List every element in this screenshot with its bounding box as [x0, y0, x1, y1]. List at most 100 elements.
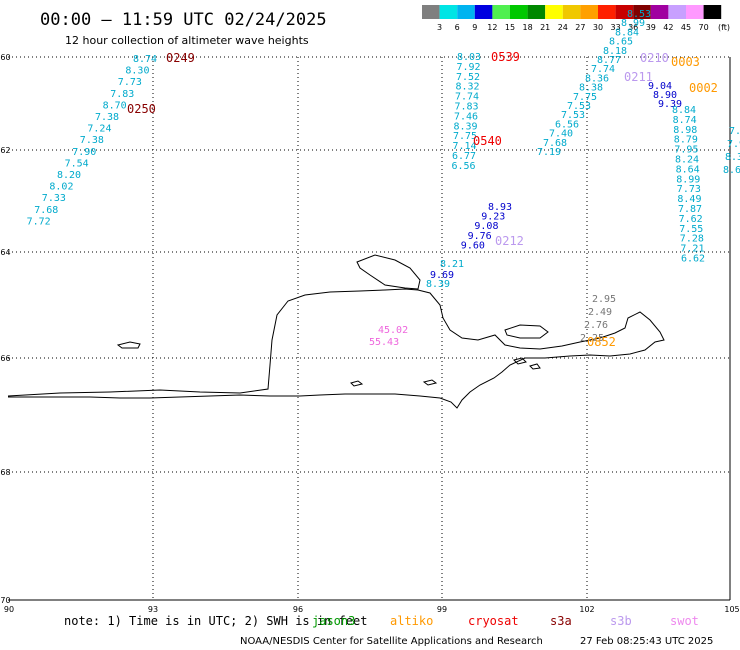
- legend-swatch: [703, 5, 722, 19]
- lon-label: 96: [293, 605, 303, 614]
- credit-line: NOAA/NESDIS Center for Satellite Applica…: [240, 636, 543, 647]
- wave-height-reading: 7.38: [95, 112, 119, 123]
- legend-swatch: [474, 5, 493, 19]
- island: [422, 379, 438, 386]
- wave-height-reading: 7.62: [679, 214, 703, 225]
- legend-swatch: [580, 5, 598, 19]
- wave-height-reading: 8.38: [579, 83, 603, 94]
- legend-label: 21: [540, 23, 550, 32]
- legend-swatch: [510, 5, 528, 19]
- wave-height-reading: 7.95: [674, 145, 698, 156]
- satellite-name: s3a: [550, 614, 572, 628]
- wave-height-reading: 8.21: [440, 259, 464, 270]
- wave-height-reading: 6.56: [452, 161, 476, 172]
- wave-height-reading: 8.74: [133, 54, 157, 65]
- wave-height-reading: 8.74: [673, 115, 697, 126]
- pass-time-label: 0249: [166, 51, 195, 65]
- legend-swatch: [668, 5, 686, 19]
- pass-time-label: 0852: [587, 335, 616, 349]
- map-title: 00:00 — 11:59 UTC 02/24/2025: [40, 10, 327, 30]
- legend-label: 9: [472, 23, 477, 32]
- legend-label: 36: [628, 23, 638, 32]
- legend-label: 39: [646, 23, 656, 32]
- lon-label: 93: [148, 605, 158, 614]
- satellite-name: s3b: [610, 614, 632, 628]
- wave-height-reading: 7.46: [454, 111, 478, 122]
- wave-height-reading: 7.14: [453, 141, 477, 152]
- wave-height-reading: 7.90: [72, 147, 96, 158]
- wave-height-reading: 7.4: [729, 126, 740, 137]
- legend-swatch: [457, 5, 475, 19]
- wave-height-reading: 7.73: [677, 184, 701, 195]
- lat-label: -60: [0, 53, 11, 62]
- wave-height-reading: 2.95: [592, 294, 616, 305]
- legend-unit: (ft): [718, 23, 730, 32]
- wave-height-reading: 7.92: [457, 62, 481, 73]
- wave-height-reading: 2.25: [580, 333, 604, 344]
- color-legend: 3 6 9 12 15 18 21 24 27 30 33 36 39 42 45 70: [422, 5, 722, 32]
- wave-height-reading: 8.65: [609, 37, 633, 48]
- latitude-labels: -60 -62 -64 -66 -68 -70: [0, 53, 11, 605]
- pass-time-label: 0002: [689, 81, 718, 95]
- wave-height-reading: 9.76: [468, 231, 492, 242]
- wave-height-reading: 7.38: [80, 135, 104, 146]
- wave-height-reading: 7.98: [727, 139, 740, 150]
- legend-swatch: [545, 5, 563, 19]
- wave-height-reading: 7.24: [87, 124, 111, 135]
- legend-label: 3: [437, 23, 442, 32]
- wave-height-reading: 6.62: [681, 254, 705, 265]
- legend-swatch: [598, 5, 616, 19]
- wave-height-reading: 8.98: [673, 125, 697, 136]
- legend-label: 42: [663, 23, 673, 32]
- wave-height-reading: 8.30: [125, 66, 149, 77]
- lat-label: -62: [0, 146, 11, 155]
- wave-height-reading: 7.54: [65, 158, 89, 169]
- wave-height-reading: 7.21: [680, 244, 704, 255]
- legend-swatch: [650, 5, 669, 19]
- wave-height-reading: 8.99: [676, 174, 700, 185]
- wave-height-reading: 7.52: [456, 72, 480, 83]
- wave-height-reading: 8.79: [674, 135, 698, 146]
- wave-height-reading: 6.77: [452, 151, 476, 162]
- legend-label: 27: [575, 23, 585, 32]
- wave-height-reading: 8.32: [725, 152, 740, 163]
- legend-swatch: [615, 5, 634, 19]
- footnote: note: 1) Time is in UTC; 2) SWH is in fe…: [64, 614, 367, 628]
- pass-time-label: 0211: [624, 70, 653, 84]
- wave-height-reading: 7.19: [537, 147, 561, 158]
- legend-swatch: [439, 5, 458, 19]
- legend-swatch: [527, 5, 546, 19]
- wave-height-reading: 7.87: [678, 204, 702, 215]
- wave-height-reading: 7.83: [455, 102, 479, 113]
- coastline-mainland: [7, 288, 665, 409]
- wave-height-reading: 8.18: [603, 46, 627, 57]
- wave-height-reading: 8.90: [653, 90, 677, 101]
- satellite-name: cryosat: [468, 614, 519, 628]
- legend-swatch: [562, 5, 581, 19]
- lat-label: -64: [0, 248, 11, 257]
- lon-label: 102: [579, 605, 594, 614]
- satellite-name: jason3: [312, 614, 355, 628]
- wave-height-reading: 9.08: [474, 221, 498, 232]
- legend-swatch: [492, 5, 510, 19]
- island: [504, 324, 549, 339]
- island: [350, 380, 364, 387]
- pass-time-label: 0540: [473, 134, 502, 148]
- lon-label: 99: [437, 605, 447, 614]
- satellite-legend: jason3 altiko cryosat s3a s3b swot: [312, 614, 699, 628]
- wave-height-reading: 7.28: [680, 234, 704, 245]
- wave-height-reading: 45.02: [378, 325, 408, 336]
- wave-height-reading: 7.75: [573, 92, 597, 103]
- satellite-name: altiko: [390, 614, 433, 628]
- legend-swatch: [633, 5, 651, 19]
- wave-height-reading: 8.02: [49, 182, 73, 193]
- legend-swatch: [686, 5, 704, 19]
- wave-height-reading: 7.74: [591, 64, 615, 75]
- wave-height-reading: 7.33: [42, 193, 66, 204]
- island: [356, 254, 421, 290]
- wave-height-reading: 8.20: [57, 170, 81, 181]
- legend-label: 24: [558, 23, 568, 32]
- wave-height-reading: 8.24: [675, 155, 699, 166]
- legend-label: 33: [611, 23, 621, 32]
